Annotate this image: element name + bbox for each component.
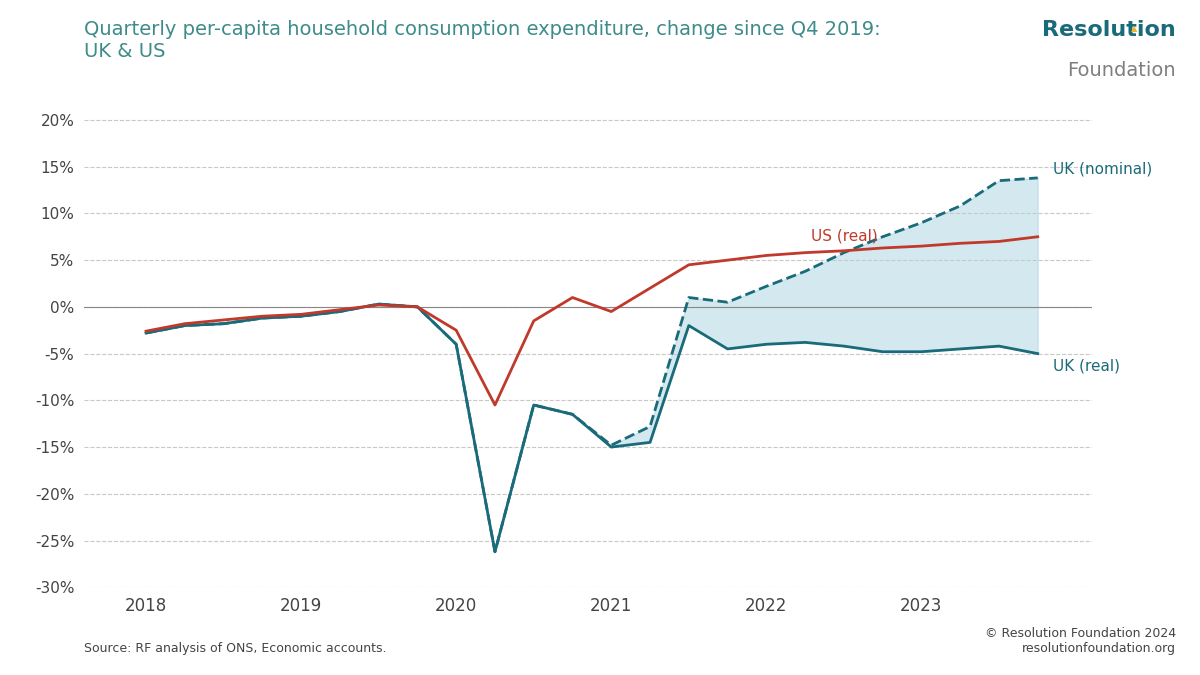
Text: UK (nominal): UK (nominal)	[1054, 161, 1152, 176]
Text: US (real): US (real)	[810, 228, 877, 243]
Text: Resolution: Resolution	[1043, 20, 1176, 40]
Text: Quarterly per-capita household consumption expenditure, change since Q4 2019:
UK: Quarterly per-capita household consumpti…	[84, 20, 881, 61]
Text: UK (real): UK (real)	[1054, 358, 1121, 373]
Text: ▲: ▲	[1130, 24, 1138, 33]
Text: Foundation: Foundation	[1067, 61, 1176, 80]
Text: Source: RF analysis of ONS, Economic accounts.: Source: RF analysis of ONS, Economic acc…	[84, 642, 386, 655]
Text: © Resolution Foundation 2024
resolutionfoundation.org: © Resolution Foundation 2024 resolutionf…	[985, 627, 1176, 655]
